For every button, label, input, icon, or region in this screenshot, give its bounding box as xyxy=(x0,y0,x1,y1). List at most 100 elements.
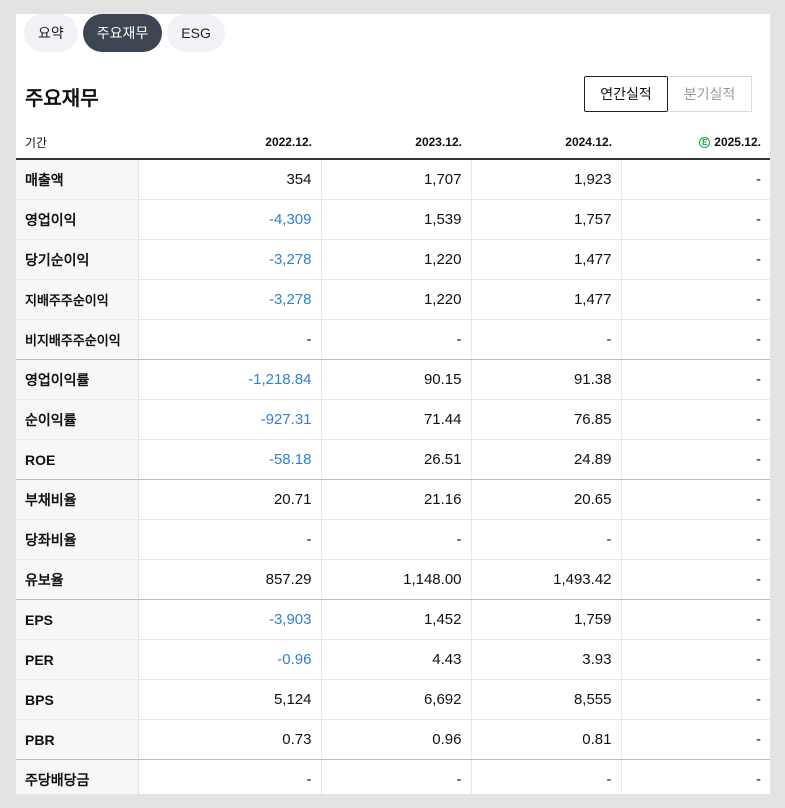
table-row: 비지배주주순이익 - - - - xyxy=(16,319,770,360)
table-cell: 1,493.42 xyxy=(470,559,621,600)
table-cell: 1,220 xyxy=(320,239,471,280)
table-cell: 20.71 xyxy=(137,479,321,520)
table-cell: 90.15 xyxy=(320,359,471,400)
period-header: 기간 xyxy=(16,126,138,160)
table-cell: 354 xyxy=(137,159,321,200)
table-row: 영업이익률 -1,218.84 90.15 91.38- xyxy=(16,359,770,400)
table-cell: 4.43 xyxy=(320,639,471,680)
table-cell: - xyxy=(620,239,770,280)
table-cell: 26.51 xyxy=(320,439,471,480)
row-label: 비지배주주순이익 xyxy=(16,319,139,360)
table-cell: 1,707 xyxy=(320,159,471,200)
table-cell: - xyxy=(470,519,621,560)
table-cell: -1,218.84 xyxy=(137,359,321,400)
annual-button[interactable]: 연간실적 xyxy=(584,76,668,112)
table-row: 유보율 857.29 1,148.00 1,493.42- xyxy=(16,559,770,600)
table-cell: 0.81 xyxy=(470,719,621,760)
tab-summary[interactable]: 요약 xyxy=(24,14,78,52)
table-cell: 1,923 xyxy=(470,159,621,200)
table-cell: 1,220 xyxy=(320,279,471,320)
table-cell: - xyxy=(470,319,621,360)
table-row: ROE -58.18 26.51 24.89- xyxy=(16,439,770,480)
table-cell: - xyxy=(320,759,471,794)
row-label: 순이익률 xyxy=(16,399,139,440)
table-cell: -3,278 xyxy=(137,279,321,320)
table-cell: - xyxy=(620,519,770,560)
table-cell: - xyxy=(320,319,471,360)
table-cell: - xyxy=(620,599,770,640)
table-cell: 71.44 xyxy=(320,399,471,440)
row-label: ROE xyxy=(16,439,139,480)
table-cell: - xyxy=(620,679,770,720)
table-row: BPS 5,124 6,692 8,555- xyxy=(16,679,770,720)
row-label: 당좌비율 xyxy=(16,519,139,560)
column-header: 2023.12. xyxy=(321,126,471,160)
table-cell: - xyxy=(620,759,770,794)
row-label: BPS xyxy=(16,679,139,720)
row-label: 주당배당금 xyxy=(16,759,139,794)
table-cell: 20.65 xyxy=(470,479,621,520)
table-row: 지배주주순이익 -3,278 1,220 1,477- xyxy=(16,279,770,320)
table-cell: - xyxy=(620,159,770,200)
table-cell: -0.96 xyxy=(137,639,321,680)
table-cell: - xyxy=(137,519,321,560)
table-cell: 1,477 xyxy=(470,239,621,280)
table-header-row: 기간 2022.12. 2023.12. 2024.12. E 2025.12. xyxy=(16,126,770,160)
table-cell: - xyxy=(620,559,770,600)
column-header: 2024.12. xyxy=(471,126,621,160)
table-cell: -58.18 xyxy=(137,439,321,480)
table-row: PER -0.96 4.43 3.93- xyxy=(16,639,770,680)
table-cell: 8,555 xyxy=(470,679,621,720)
table-cell: 5,124 xyxy=(137,679,321,720)
section-title: 주요재무 xyxy=(25,88,99,110)
tab-esg[interactable]: ESG xyxy=(167,14,225,52)
table-cell: 6,692 xyxy=(320,679,471,720)
column-header-estimate: E 2025.12. xyxy=(621,126,770,160)
table-cell: 76.85 xyxy=(470,399,621,440)
table-row: 당좌비율 - - - - xyxy=(16,519,770,560)
table-cell: 0.73 xyxy=(137,719,321,760)
table-cell: - xyxy=(620,279,770,320)
table-cell: - xyxy=(137,759,321,794)
table-cell: - xyxy=(620,399,770,440)
table-row: 부채비율 20.71 21.16 20.65- xyxy=(16,479,770,520)
table-cell: - xyxy=(620,359,770,400)
table-cell: 1,148.00 xyxy=(320,559,471,600)
estimate-icon: E xyxy=(699,137,711,149)
period-toggle: 연간실적 분기실적 xyxy=(584,76,752,112)
tab-key-financials[interactable]: 주요재무 xyxy=(82,14,163,52)
table-cell: - xyxy=(320,519,471,560)
table-cell: 24.89 xyxy=(470,439,621,480)
column-header: 2022.12. xyxy=(138,126,321,160)
row-label: 지배주주순이익 xyxy=(16,279,139,320)
table-cell: 3.93 xyxy=(470,639,621,680)
table-row: 영업이익 -4,309 1,539 1,757- xyxy=(16,199,770,240)
table-cell: - xyxy=(620,319,770,360)
row-label: 영업이익 xyxy=(16,199,139,240)
row-label: EPS xyxy=(16,599,139,640)
table-cell: 1,477 xyxy=(470,279,621,320)
table-cell: 857.29 xyxy=(137,559,321,600)
table-cell: - xyxy=(620,479,770,520)
table-row: 주당배당금 - - - - xyxy=(16,759,770,794)
table-row: EPS -3,903 1,452 1,759- xyxy=(16,599,770,640)
financials-table: 기간 2022.12. 2023.12. 2024.12. E 2025.12. … xyxy=(16,126,770,794)
table-cell: - xyxy=(137,319,321,360)
table-cell: - xyxy=(470,759,621,794)
table-cell: 1,759 xyxy=(470,599,621,640)
table-cell: 1,539 xyxy=(320,199,471,240)
row-label: 부채비율 xyxy=(16,479,139,520)
table-row: 당기순이익 -3,278 1,220 1,477- xyxy=(16,239,770,280)
table-cell: - xyxy=(620,719,770,760)
table-row: PBR 0.73 0.96 0.81- xyxy=(16,719,770,760)
section-tabs: 요약 주요재무 ESG xyxy=(24,14,225,52)
table-cell: 1,757 xyxy=(470,199,621,240)
table-body: 매출액 354 1,707 1,923- 영업이익 -4,309 1,539 1,757- 당기… xyxy=(16,159,770,794)
table-cell: - xyxy=(620,439,770,480)
financials-panel: 요약 주요재무 ESG 주요재무 연간실적 분기실적 기간 2022.12. 2… xyxy=(16,14,770,794)
table-cell: -3,278 xyxy=(137,239,321,280)
table-cell: 91.38 xyxy=(470,359,621,400)
table-cell: 1,452 xyxy=(320,599,471,640)
table-cell: - xyxy=(620,199,770,240)
quarterly-button[interactable]: 분기실적 xyxy=(668,76,752,112)
